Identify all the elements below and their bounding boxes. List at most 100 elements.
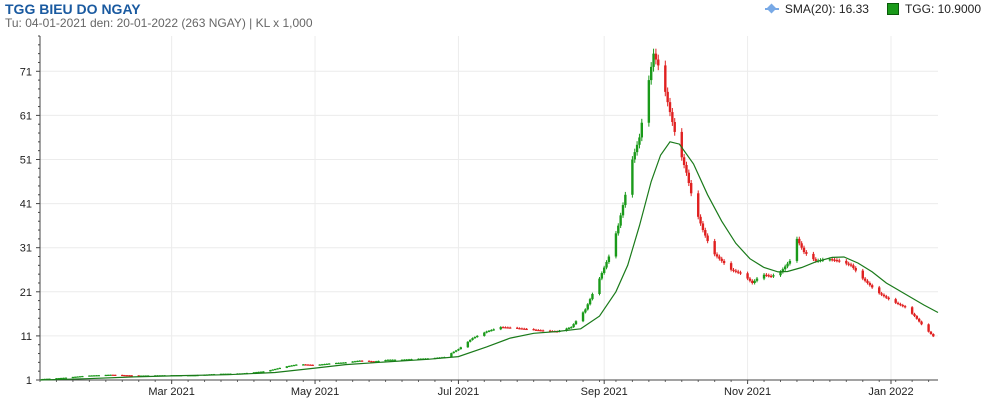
candle-body <box>650 66 653 81</box>
candle-series <box>41 48 935 381</box>
candle-body <box>304 364 307 366</box>
candle-body <box>835 260 839 262</box>
candle-body <box>57 378 61 380</box>
candle-body <box>795 238 799 261</box>
candle-body <box>617 225 620 234</box>
candle-body <box>257 371 260 374</box>
candle-body <box>76 376 79 378</box>
candle-body <box>682 157 686 165</box>
candle-body <box>828 259 832 261</box>
candle-body <box>518 328 521 330</box>
candle-body <box>668 102 672 113</box>
candle-body <box>913 313 916 317</box>
candle-body <box>541 330 545 332</box>
candle-body <box>490 330 493 332</box>
candle-body <box>570 327 573 329</box>
candle-body <box>466 341 470 348</box>
candle-body <box>137 375 140 377</box>
candle-body <box>788 260 792 264</box>
candle-body <box>586 304 589 310</box>
candle-body <box>508 327 512 329</box>
candle-body <box>647 80 651 123</box>
candle-body <box>71 376 75 379</box>
candle-body <box>393 359 397 361</box>
candle-body <box>753 280 756 283</box>
y-tick-label: 51 <box>20 154 32 166</box>
candle-body <box>125 375 129 377</box>
candle-body <box>715 254 719 257</box>
candle-body <box>351 361 354 363</box>
candle-body <box>722 260 726 264</box>
candle-body <box>602 267 606 274</box>
candle-body <box>687 172 691 184</box>
candle-body <box>699 216 702 224</box>
candle-body <box>278 367 281 370</box>
candle-body <box>920 321 923 325</box>
candle-body <box>520 328 524 330</box>
candle-body <box>306 364 310 366</box>
candle-body <box>600 273 604 279</box>
candle-body <box>342 362 345 364</box>
candle-body <box>259 371 263 373</box>
candle-body <box>607 256 611 263</box>
candle-body <box>476 335 479 338</box>
candle-body <box>868 282 872 286</box>
candle-body <box>732 269 735 271</box>
candle-body <box>255 372 258 374</box>
candle-body <box>574 321 578 325</box>
candle-body <box>729 263 733 270</box>
candle-body <box>802 247 806 253</box>
candle-body <box>680 131 683 158</box>
candle-body <box>74 376 77 378</box>
candle-body <box>713 241 716 255</box>
candle-body <box>772 275 775 277</box>
candle-body <box>631 159 634 195</box>
candle-body <box>353 361 357 363</box>
y-tick-label: 21 <box>20 287 32 299</box>
candle-body <box>97 375 100 377</box>
candle-body <box>525 328 528 331</box>
candle-body <box>370 361 373 363</box>
candle-body <box>534 329 538 331</box>
candle-body <box>450 353 453 358</box>
candle-body <box>337 362 340 364</box>
candle-body <box>88 375 91 377</box>
candle-body <box>697 193 700 217</box>
candle-body <box>128 375 131 377</box>
x-tick-label: Jan 2022 <box>868 386 913 398</box>
candle-body <box>870 285 874 288</box>
candle-body <box>377 360 380 363</box>
candle-body <box>276 368 279 370</box>
candle-body <box>410 359 413 361</box>
candle-body <box>339 362 343 364</box>
candle-body <box>621 205 625 216</box>
candle-body <box>849 264 853 266</box>
candle-body <box>548 330 552 332</box>
candle-body <box>584 309 587 313</box>
candle-body <box>384 360 387 362</box>
candle-body <box>407 359 411 361</box>
legend-item-sma: SMA(20): 16.33 <box>764 2 869 16</box>
x-tick-label: Nov 2021 <box>724 386 771 398</box>
candle-body <box>736 271 740 273</box>
candle-body <box>588 299 592 305</box>
candle-body <box>565 328 568 331</box>
candle-body <box>899 303 902 306</box>
candle-body <box>473 337 477 339</box>
candle-body <box>457 349 460 351</box>
candle-body <box>652 53 655 67</box>
candle-body <box>781 269 785 272</box>
x-tick-label: May 2021 <box>291 386 339 398</box>
candle-body <box>327 363 331 365</box>
candle-body <box>499 327 502 330</box>
y-tick-label: 61 <box>20 110 32 122</box>
candle-body <box>915 316 919 319</box>
candle-body <box>783 266 787 270</box>
legend-sma-label: SMA(20): 16.33 <box>784 2 869 16</box>
candle-body <box>295 364 298 366</box>
candle-body <box>483 332 486 336</box>
candle-body <box>671 112 674 122</box>
candle-body <box>845 260 848 264</box>
